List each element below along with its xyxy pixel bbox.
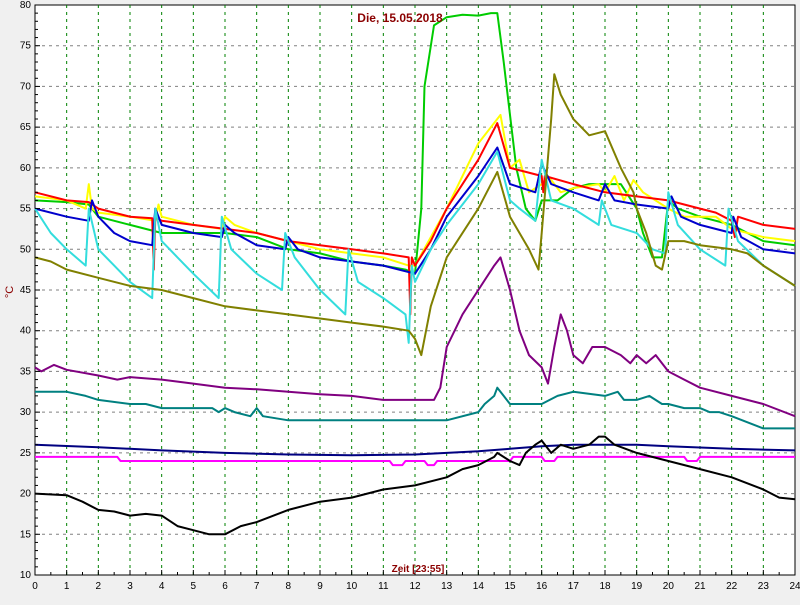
y-tick-label: 10 xyxy=(20,570,32,581)
x-tick-label: 20 xyxy=(663,581,675,592)
y-tick-label: 60 xyxy=(20,163,32,174)
x-tick-label: 15 xyxy=(504,581,516,592)
x-tick-label: 18 xyxy=(599,581,611,592)
y-tick-label: 50 xyxy=(20,244,32,255)
x-tick-label: 23 xyxy=(758,581,770,592)
x-tick-label: 1 xyxy=(64,581,70,592)
y-tick-label: 15 xyxy=(20,529,32,540)
y-tick-label: 65 xyxy=(20,122,32,133)
x-tick-label: 22 xyxy=(726,581,738,592)
series-line-1 xyxy=(34,12,796,275)
series-line-5 xyxy=(34,150,796,344)
y-axis-label: °C xyxy=(4,286,16,298)
y-tick-label: 20 xyxy=(20,489,32,500)
chart-title: Die, 15.05.2018 xyxy=(357,11,443,25)
x-tick-label: 11 xyxy=(378,581,389,592)
x-axis-label: Zeit [23:55] xyxy=(392,564,445,575)
x-tick-label: 14 xyxy=(473,581,485,592)
x-tick-label: 19 xyxy=(631,581,643,592)
series-line-11 xyxy=(34,435,796,536)
x-tick-label: 13 xyxy=(441,581,453,592)
x-tick-label: 3 xyxy=(127,581,133,592)
x-tick-label: 21 xyxy=(694,581,706,592)
x-tick-label: 24 xyxy=(789,581,800,592)
series-line-9 xyxy=(34,443,796,457)
series-line-6 xyxy=(34,73,796,357)
x-tick-label: 9 xyxy=(317,581,323,592)
series-line-7 xyxy=(34,256,796,418)
series-line-8 xyxy=(35,386,795,430)
axis-layer: 0 1 2 3 4 5 6 7 8 9 10 11 12 13 14 15 16 17 18 19 20 21 22 23 24… xyxy=(20,0,800,592)
x-tick-label: 2 xyxy=(96,581,102,592)
x-tick-label: 7 xyxy=(254,581,260,592)
x-tick-label: 17 xyxy=(568,581,580,592)
x-tick-label: 0 xyxy=(32,581,38,592)
y-tick-label: 30 xyxy=(20,407,32,418)
y-tick-label: 45 xyxy=(20,285,32,296)
y-tick-label: 55 xyxy=(20,204,32,215)
x-tick-label: 10 xyxy=(346,581,358,592)
y-tick-label: 70 xyxy=(20,81,32,92)
x-tick-label: 4 xyxy=(159,581,165,592)
series-line-10 xyxy=(35,455,795,467)
y-tick-label: 25 xyxy=(20,448,32,459)
y-tick-label: 35 xyxy=(20,366,32,377)
x-tick-label: 5 xyxy=(191,581,197,592)
x-tick-label: 12 xyxy=(409,581,421,592)
y-tick-label: 75 xyxy=(20,41,32,52)
y-tick-label: 80 xyxy=(20,0,32,11)
x-tick-label: 6 xyxy=(222,581,228,592)
x-tick-label: 8 xyxy=(286,581,292,592)
series-layer xyxy=(34,12,796,536)
y-tick-label: 40 xyxy=(20,326,32,337)
x-tick-label: 16 xyxy=(536,581,548,592)
